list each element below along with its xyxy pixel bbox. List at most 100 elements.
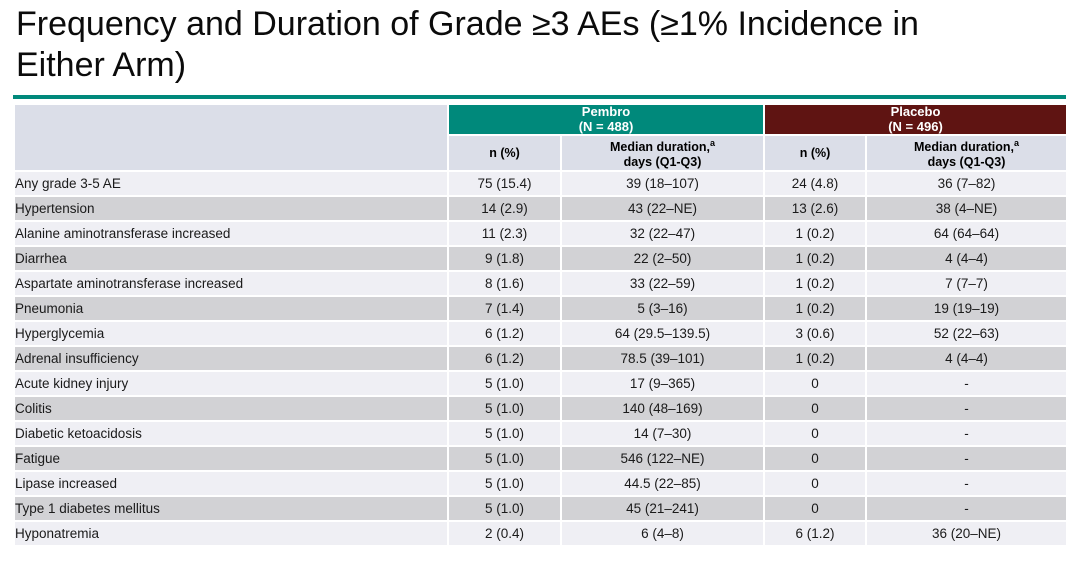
pembro-n-cell: 5 (1.0) xyxy=(447,495,562,523)
pembro-duration-cell: 78.5 (39–101) xyxy=(560,345,765,373)
pembro-group-header: Pembro (N = 488) xyxy=(447,103,765,136)
table-row: Acute kidney injury 5 (1.0) 17 (9–365) 0- xyxy=(13,370,1068,398)
placebo-duration-cell: 4 (4–4) xyxy=(865,345,1068,373)
pembro-n-cell: 6 (1.2) xyxy=(447,320,562,348)
placebo-n-cell: 24 (4.8) xyxy=(763,170,867,198)
placebo-duration-cell: 38 (4–NE) xyxy=(865,195,1068,223)
group-header-row: Pembro (N = 488) Placebo (N = 496) xyxy=(13,102,1068,173)
ae-name-cell: Alanine aminotransferase increased xyxy=(13,220,449,248)
placebo-duration-cell: 36 (7–82) xyxy=(865,170,1068,198)
placebo-group-header: Placebo (N = 496) xyxy=(763,103,1068,136)
pembro-duration-cell: 14 (7–30) xyxy=(560,420,765,448)
placebo-n-cell: 0 xyxy=(763,370,867,398)
pembro-duration-cell: 33 (22–59) xyxy=(560,270,765,298)
placebo-duration-cell: 52 (22–63) xyxy=(865,320,1068,348)
pembro-n-cell: 8 (1.6) xyxy=(447,270,562,298)
table-row: Diarrhea 9 (1.8) 22 (2–50) 1 (0.2) 4 (4–4) xyxy=(13,245,1068,273)
footnote-a-marker: a xyxy=(709,138,715,148)
pembro-duration-cell: 39 (18–107) xyxy=(560,170,765,198)
pembro-duration-cell: 17 (9–365) xyxy=(560,370,765,398)
ae-name-cell: Colitis xyxy=(13,395,449,423)
ae-name-cell: Pneumonia xyxy=(13,295,449,323)
ae-name-cell: Aspartate aminotransferase increased xyxy=(13,270,449,298)
placebo-n-header: n (%) xyxy=(763,133,867,173)
subheader-row: n (%) Median duration,a days (Q1-Q3) n (… xyxy=(14,133,1068,173)
pembro-duration-label: Median duration, xyxy=(609,140,710,155)
table-row: Colitis 5 (1.0) 140 (48–169) 0- xyxy=(13,395,1068,423)
placebo-n-cell: 0 xyxy=(763,495,867,523)
placebo-n-cell: 6 (1.2) xyxy=(763,520,867,548)
ae-name-cell: Diarrhea xyxy=(13,245,449,273)
placebo-duration-cell: - xyxy=(865,495,1068,523)
placebo-n-cell: 1 (0.2) xyxy=(763,220,867,248)
placebo-group-name: Placebo xyxy=(890,104,941,119)
pembro-n-cell: 2 (0.4) xyxy=(447,520,562,548)
pembro-duration-cell: 5 (3–16) xyxy=(560,295,765,323)
pembro-duration-cell: 546 (122–NE) xyxy=(560,445,765,473)
placebo-n-cell: 1 (0.2) xyxy=(763,345,867,373)
placebo-duration-cell: - xyxy=(865,395,1068,423)
placebo-n-cell: 1 (0.2) xyxy=(763,270,867,298)
table-row: Hypertension 14 (2.9) 43 (22–NE) 13 (2.6) 38… xyxy=(13,195,1068,223)
placebo-n-cell: 0 xyxy=(763,470,867,498)
placebo-duration-header: Median duration,a days (Q1-Q3) xyxy=(865,133,1068,173)
ae-table: Pembro (N = 488) Placebo (N = 496) n (%)… xyxy=(13,102,1068,548)
ae-name-cell: Lipase increased xyxy=(13,470,449,498)
pembro-group-name: Pembro xyxy=(581,104,631,119)
placebo-n-cell: 0 xyxy=(763,395,867,423)
pembro-n-cell: 5 (1.0) xyxy=(447,470,562,498)
pembro-duration-cell: 22 (2–50) xyxy=(560,245,765,273)
placebo-n-cell: 13 (2.6) xyxy=(763,195,867,223)
placebo-n-cell: 1 (0.2) xyxy=(763,245,867,273)
pembro-duration-header: Median duration,a days (Q1-Q3) xyxy=(560,133,765,173)
pembro-duration-cell: 32 (22–47) xyxy=(560,220,765,248)
pembro-group-n: (N = 488) xyxy=(578,118,634,134)
ae-name-cell: Type 1 diabetes mellitus xyxy=(13,495,449,523)
ae-name-cell: Hyperglycemia xyxy=(13,320,449,348)
pembro-n-cell: 5 (1.0) xyxy=(447,370,562,398)
placebo-n-cell: 1 (0.2) xyxy=(763,295,867,323)
table-row: Lipase increased 5 (1.0) 44.5 (22–85) 0- xyxy=(13,470,1068,498)
ae-name-cell: Fatigue xyxy=(13,445,449,473)
placebo-n-cell: 0 xyxy=(763,420,867,448)
pembro-n-cell: 9 (1.8) xyxy=(447,245,562,273)
placebo-duration-cell: 19 (19–19) xyxy=(865,295,1068,323)
placebo-duration-cell: - xyxy=(865,370,1068,398)
pembro-n-cell: 5 (1.0) xyxy=(447,445,562,473)
placebo-group-n: (N = 496) xyxy=(888,118,943,134)
placebo-duration-cell: - xyxy=(865,420,1068,448)
table-row: Diabetic ketoacidosis 5 (1.0) 14 (7–30) 0- xyxy=(13,420,1068,448)
pembro-duration-cell: 43 (22–NE) xyxy=(560,195,765,223)
placebo-duration-label: Median duration, xyxy=(913,140,1014,155)
table-row: Alanine aminotransferase increased 11 (2.… xyxy=(13,220,1068,248)
placebo-duration-cell: 4 (4–4) xyxy=(865,245,1068,273)
pembro-duration-cell: 45 (21–241) xyxy=(560,495,765,523)
placebo-duration-cell: - xyxy=(865,470,1068,498)
pembro-n-cell: 7 (1.4) xyxy=(447,295,562,323)
pembro-duration-cell: 44.5 (22–85) xyxy=(560,470,765,498)
placebo-duration-cell: - xyxy=(865,445,1068,473)
pembro-duration-cell: 6 (4–8) xyxy=(560,520,765,548)
pembro-n-cell: 5 (1.0) xyxy=(447,420,562,448)
page-title: Frequency and Duration of Grade ≥3 AEs (… xyxy=(16,4,919,86)
ae-name-cell: Diabetic ketoacidosis xyxy=(13,420,449,448)
pembro-duration-cell: 64 (29.5–139.5) xyxy=(560,320,765,348)
table-body: Any grade 3-5 AE 75 (15.4) 39 (18–107) 24 (… xyxy=(13,170,1068,548)
placebo-n-cell: 3 (0.6) xyxy=(763,320,867,348)
table-header: Pembro (N = 488) Placebo (N = 496) n (%)… xyxy=(13,102,1068,173)
table-row: Hyperglycemia 6 (1.2) 64 (29.5–139.5) 3 (0.… xyxy=(13,320,1068,348)
placebo-n-cell: 0 xyxy=(763,445,867,473)
pembro-n-header: n (%) xyxy=(447,133,562,173)
pembro-n-cell: 75 (15.4) xyxy=(447,170,562,198)
empty-corner-cell xyxy=(13,102,449,173)
table-row: Hyponatremia 2 (0.4) 6 (4–8) 6 (1.2) 36 (20–… xyxy=(13,520,1068,548)
table-row: Type 1 diabetes mellitus 5 (1.0) 45 (21–24… xyxy=(13,495,1068,523)
placebo-duration-cell: 7 (7–7) xyxy=(865,270,1068,298)
pembro-n-cell: 14 (2.9) xyxy=(447,195,562,223)
table-row: Aspartate aminotransferase increased 8 (1… xyxy=(13,270,1068,298)
title-underline xyxy=(13,95,1066,99)
table-row: Adrenal insufficiency 6 (1.2) 78.5 (39–101… xyxy=(13,345,1068,373)
ae-name-cell: Adrenal insufficiency xyxy=(13,345,449,373)
ae-name-cell: Hyponatremia xyxy=(13,520,449,548)
